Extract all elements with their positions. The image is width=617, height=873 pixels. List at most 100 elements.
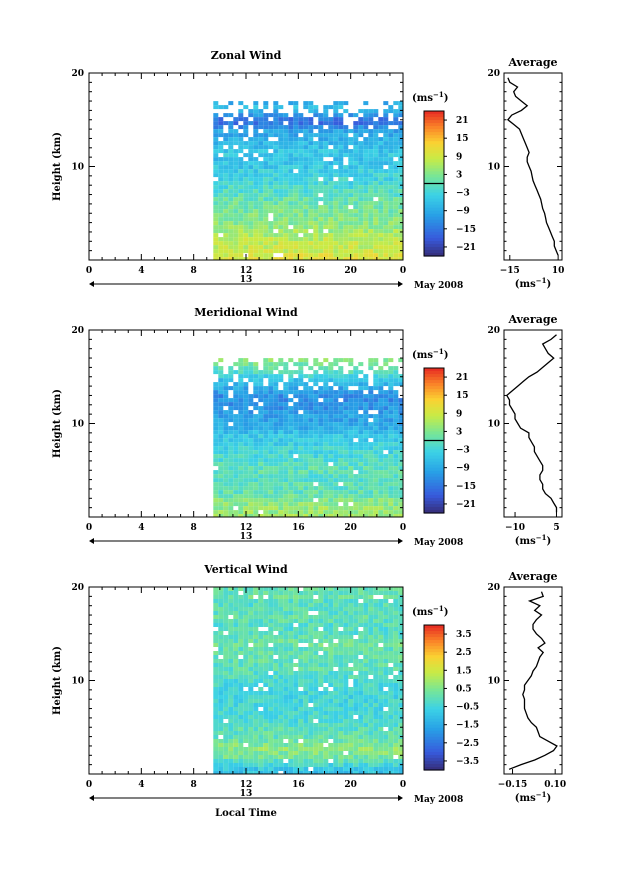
x-tick-label: 8 xyxy=(191,780,197,790)
colorbar-unit-label: (ms−1) xyxy=(412,604,448,619)
profile-y-tick-label: 10 xyxy=(487,677,500,687)
x-tick-label: 0 xyxy=(86,780,92,790)
colorbar-tick-label: 3 xyxy=(456,427,462,437)
month-label: May 2008 xyxy=(414,538,463,548)
profile-unit-label: (ms−1) xyxy=(515,790,551,805)
colorbar-tick-label: −9 xyxy=(456,207,470,217)
x-tick-label: 4 xyxy=(138,266,144,276)
x-tick-label: 16 xyxy=(292,523,305,533)
x-tick-label: 12 xyxy=(240,780,253,790)
colorbar-tick-label: 21 xyxy=(456,373,469,383)
x-tick-label: 0 xyxy=(400,780,406,790)
profile-unit-label: (ms−1) xyxy=(515,276,551,291)
colorbar-tick-label: 9 xyxy=(456,409,462,419)
x-tick-label: 4 xyxy=(138,523,144,533)
colorbar: 21 15 9 3 −3 −9 −15 −21 (ms−1) xyxy=(412,347,476,514)
x-tick-label: 12 xyxy=(240,523,253,533)
colorbar: 3.5 2.5 1.5 0.5 −0.5 −1.5 −2.5 −3.5 (ms−1) xyxy=(412,604,479,771)
colorbar-tick-label: 2.5 xyxy=(456,648,472,658)
colorbar-tick-label: −0.5 xyxy=(456,703,479,713)
colorbar-tick-label: 9 xyxy=(456,152,462,162)
average-profile: Average 10 20 −0.15 0.10(ms−1) xyxy=(487,570,566,804)
colorbar-tick-label: −2.5 xyxy=(456,739,479,749)
colorbar-tick-label: 1.5 xyxy=(456,666,472,676)
colorbar-tick-label: −3 xyxy=(456,189,470,199)
y-tick-label: 10 xyxy=(71,677,84,687)
colorbar-tick-label: 21 xyxy=(456,116,469,126)
colorbar-tick-label: 3.5 xyxy=(456,630,472,640)
colorbar-tick-label: −15 xyxy=(456,225,476,235)
x-tick-label: 0 xyxy=(400,523,406,533)
x-tick-label: 8 xyxy=(191,266,197,276)
x-tick-label: 0 xyxy=(400,266,406,276)
chart-title: Meridional Wind xyxy=(194,306,298,319)
heatmap-field xyxy=(213,101,403,260)
panel-2: Meridional Wind 0 4 8 12 16 20 0 10 20 Height (km)… xyxy=(52,306,563,548)
profile-line xyxy=(506,77,559,256)
profile-title: Average xyxy=(507,313,557,326)
panel-3: Vertical Wind 0 4 8 12 16 20 0 10 20 Height (km) 13… xyxy=(52,563,566,819)
y-tick-label: 20 xyxy=(71,326,84,336)
x-tick-label: 20 xyxy=(344,523,357,533)
y-axis-label: Height (km) xyxy=(52,646,63,715)
colorbar-tick-label: −21 xyxy=(456,243,476,253)
profile-x-tick-label: −0.15 xyxy=(498,780,527,790)
month-label: May 2008 xyxy=(414,281,463,291)
colorbar-tick-label: 3 xyxy=(456,170,462,180)
chart-title: Zonal Wind xyxy=(211,49,282,62)
profile-y-tick-label: 10 xyxy=(487,163,500,173)
date-label: 13 xyxy=(240,789,253,799)
y-tick-label: 20 xyxy=(71,69,84,79)
profile-line xyxy=(505,334,558,513)
colorbar-tick-label: 0.5 xyxy=(456,684,472,694)
colorbar-tick-label: 15 xyxy=(456,134,469,144)
colorbar-tick-label: −21 xyxy=(456,500,476,510)
x-tick-label: 12 xyxy=(240,266,253,276)
profile-title: Average xyxy=(507,56,557,69)
x-tick-label: 16 xyxy=(292,780,305,790)
profile-x-tick-label: −15 xyxy=(500,266,520,276)
profile-x-tick-label: 10 xyxy=(552,266,565,276)
chart-title: Vertical Wind xyxy=(203,563,288,576)
profile-x-tick-label: −10 xyxy=(505,523,525,533)
colorbar: 21 15 9 3 −3 −9 −15 −21 (ms−1) xyxy=(412,90,476,257)
profile-x-tick-label: 5 xyxy=(553,523,559,533)
profile-unit-label: (ms−1) xyxy=(515,533,551,548)
x-tick-label: 20 xyxy=(344,780,357,790)
profile-title: Average xyxy=(507,570,557,583)
colorbar-tick-label: −3 xyxy=(456,446,470,456)
x-tick-label: 4 xyxy=(138,780,144,790)
profile-y-tick-label: 10 xyxy=(487,420,500,430)
x-tick-label: 0 xyxy=(86,523,92,533)
panel-1: Zonal Wind 0 4 8 12 16 20 0 10 20 Height (km) 13 May… xyxy=(52,49,564,291)
colorbar-tick-label: 15 xyxy=(456,391,469,401)
y-axis-label: Height (km) xyxy=(52,132,63,201)
colorbar-unit-label: (ms−1) xyxy=(412,90,448,105)
colorbar-tick-label: −1.5 xyxy=(456,721,479,731)
profile-y-tick-label: 20 xyxy=(487,326,500,336)
colorbar-tick-label: −9 xyxy=(456,464,470,474)
average-profile: Average 10 20 −10 5(ms−1) xyxy=(487,313,563,548)
profile-y-tick-label: 20 xyxy=(487,69,500,79)
y-tick-label: 10 xyxy=(71,163,84,173)
y-tick-label: 20 xyxy=(71,583,84,593)
date-label: 13 xyxy=(240,532,253,542)
y-tick-label: 10 xyxy=(71,420,84,430)
colorbar-tick-label: −3.5 xyxy=(456,757,479,767)
x-tick-label: 20 xyxy=(344,266,357,276)
month-label: May 2008 xyxy=(414,795,463,805)
y-axis-label: Height (km) xyxy=(52,389,63,458)
x-axis-label: Local Time xyxy=(215,808,277,819)
x-tick-label: 8 xyxy=(191,523,197,533)
date-label: 13 xyxy=(240,275,253,285)
x-tick-label: 0 xyxy=(86,266,92,276)
heatmap-field xyxy=(213,358,403,517)
x-tick-label: 16 xyxy=(292,266,305,276)
heatmap-field xyxy=(213,587,403,774)
profile-y-tick-label: 20 xyxy=(487,583,500,593)
colorbar-unit-label: (ms−1) xyxy=(412,347,448,362)
profile-line xyxy=(508,591,558,770)
profile-x-tick-label: 0.10 xyxy=(544,780,566,790)
